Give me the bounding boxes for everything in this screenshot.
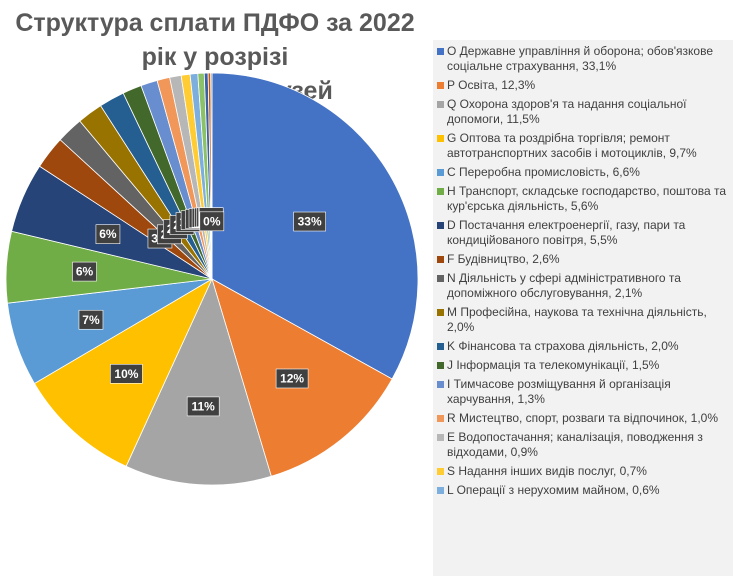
legend-label: R Мистецтво, спорт, розваги та відпочино… [447,411,718,425]
legend-item: P Освіта, 12,3% [437,78,729,93]
legend-item: R Мистецтво, спорт, розваги та відпочино… [437,411,729,426]
data-label-text: 12% [280,371,304,385]
pie-data-label: 10% [110,363,143,384]
chart-title: Структура сплати ПДФО за 2022 рік у розр… [0,6,430,108]
legend-label: D Постачання електроенергії, газу, пари … [447,218,686,247]
legend-label: L Операції з нерухомим майном, 0,6% [447,483,660,497]
legend-label: K Фінансова та страхова діяльність, 2,0% [447,339,679,353]
legend-item: L Операції з нерухомим майном, 0,6% [437,483,729,498]
legend-swatch [437,101,444,108]
pie-data-label: 0% [199,211,225,232]
legend-label: I Тимчасове розміщування й організація х… [447,377,671,406]
legend-swatch [437,256,444,263]
pie-data-label: 11% [186,396,220,417]
chart-title-line-1: Структура сплати ПДФО за 2022 рік у розр… [15,9,415,71]
legend-swatch [437,343,444,350]
data-label-box [199,211,225,232]
pie-data-label: 6% [95,224,121,245]
pie-data-labels: 33%12%11%10%7%6%6%3%2%2%2%1%1%1%1%1%1%0%… [72,207,326,417]
legend-swatch [437,381,444,388]
data-label-text: 6% [76,265,94,279]
legend-label: J Інформація та телекомунікації, 1,5% [447,358,660,372]
data-label-box [186,396,220,417]
legend-label: O Державне управління й оборона; обов'яз… [447,44,713,73]
data-label-box [293,211,326,232]
legend-item: N Діяльність у сфері адміністративного т… [437,271,729,301]
pie-data-label: 7% [78,309,104,330]
legend-item: Q Охорона здоров'я та надання соціальної… [437,97,729,127]
legend-label: S Надання інших видів послуг, 0,7% [447,464,647,478]
data-label-text: 7% [82,313,100,327]
legend-item: M Професійна, наукова та технічна діяльн… [437,305,729,335]
data-label-box [72,261,97,282]
legend-swatch [437,169,444,176]
legend-item: S Надання інших видів послуг, 0,7% [437,464,729,479]
legend-item: K Фінансова та страхова діяльність, 2,0% [437,339,729,354]
legend-swatch [437,82,444,89]
legend-label: E Водопостачання; каналізація, поводженн… [447,430,703,459]
data-label-box [275,368,309,389]
legend-item: H Транспорт, складське господарство, пош… [437,184,729,214]
legend-swatch [437,309,444,316]
legend-item: C Переробна промисловість, 6,6% [437,165,729,180]
legend-item: J Інформація та телекомунікації, 1,5% [437,358,729,373]
legend-swatch [437,222,444,229]
data-label-text: 33% [298,215,322,229]
legend-label: M Професійна, наукова та технічна діяльн… [447,305,707,334]
legend-label: P Освіта, 12,3% [447,78,536,92]
legend-swatch [437,415,444,422]
legend-swatch [437,275,444,282]
legend-item: E Водопостачання; каналізація, поводженн… [437,430,729,460]
legend-label: H Транспорт, складське господарство, пош… [447,184,726,213]
legend-swatch [437,188,444,195]
pie-chart: 33%12%11%10%7%6%6%3%2%2%2%1%1%1%1%1%1%0%… [5,72,419,486]
data-label-box [78,309,104,330]
pie-data-label: 6% [72,261,97,282]
legend-item: O Державне управління й оборона; обов'яз… [437,44,729,74]
data-label-box [95,224,121,245]
legend-swatch [437,48,444,55]
pie-slices [5,72,419,486]
legend: O Державне управління й оборона; обов'яз… [433,40,733,576]
data-label-text: 0% [203,214,221,228]
legend-label: F Будівництво, 2,6% [447,252,560,266]
legend-swatch [437,434,444,441]
data-label-text: 11% [192,399,216,413]
legend-item: I Тимчасове розміщування й організація х… [437,377,729,407]
legend-label: C Переробна промисловість, 6,6% [447,165,640,179]
pie-slice [125,277,272,486]
legend-label: Q Охорона здоров'я та надання соціальної… [447,97,687,126]
pie-data-label: 33% [293,211,326,232]
legend-swatch [437,468,444,475]
legend-swatch [437,362,444,369]
legend-item: G Оптова та роздрібна торгівля; ремонт а… [437,131,729,161]
legend-label: N Діяльність у сфері адміністративного т… [447,271,681,300]
data-label-text: 6% [99,227,117,241]
pie-data-label: 12% [275,368,309,389]
legend-item: D Постачання електроенергії, газу, пари … [437,218,729,248]
data-label-box [110,363,143,384]
legend-swatch [437,135,444,142]
legend-swatch [437,487,444,494]
data-label-text: 10% [114,367,138,381]
legend-label: G Оптова та роздрібна торгівля; ремонт а… [447,131,697,160]
legend-item: F Будівництво, 2,6% [437,252,729,267]
